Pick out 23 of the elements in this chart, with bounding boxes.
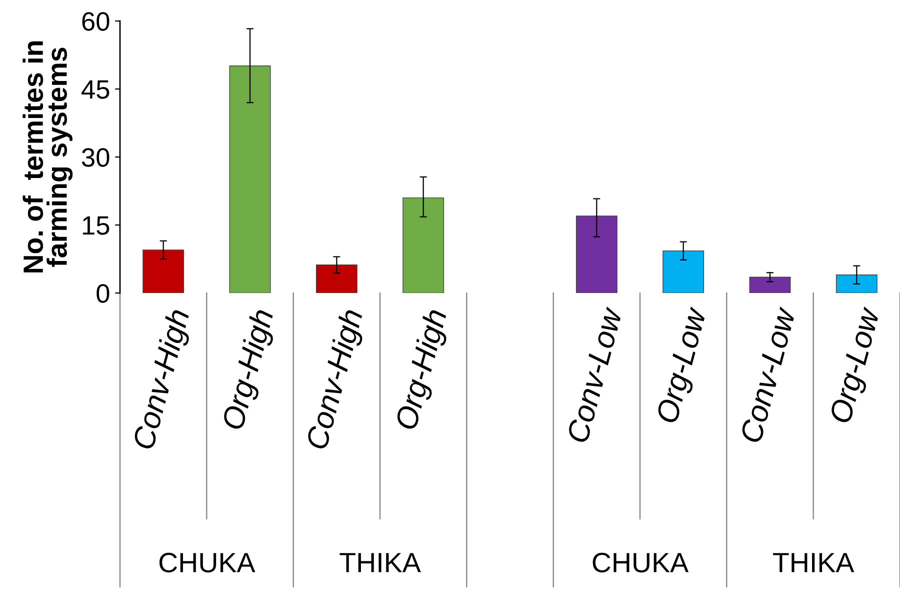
x-tick-label: Conv-Low — [566, 305, 623, 444]
bar — [576, 216, 618, 293]
bar — [229, 66, 271, 293]
text: THIKA — [340, 553, 421, 572]
bar — [662, 250, 704, 293]
text: CHUKA — [159, 552, 256, 572]
x-tick-label: Org-High — [220, 308, 280, 432]
y-tick-label: 45 — [82, 80, 110, 99]
y-tick-label: 60 — [82, 12, 110, 31]
bar — [316, 264, 358, 293]
x-tick-label: Org-High — [394, 308, 453, 432]
y-tick-label: 15 — [82, 216, 110, 235]
x-tick-label: Org-Low — [828, 305, 886, 426]
bar — [402, 197, 444, 293]
y-tick-label: 30 — [82, 148, 110, 167]
x-tick-label: Org-Low — [656, 305, 713, 426]
text: CHUKA — [592, 552, 689, 572]
bar — [836, 274, 878, 293]
bar — [142, 250, 184, 293]
y-axis-title: No. of termites in farming systems — [22, 41, 73, 272]
text: THIKA — [773, 553, 854, 572]
bar — [749, 276, 791, 293]
y-tick-label: 0 — [96, 284, 110, 303]
